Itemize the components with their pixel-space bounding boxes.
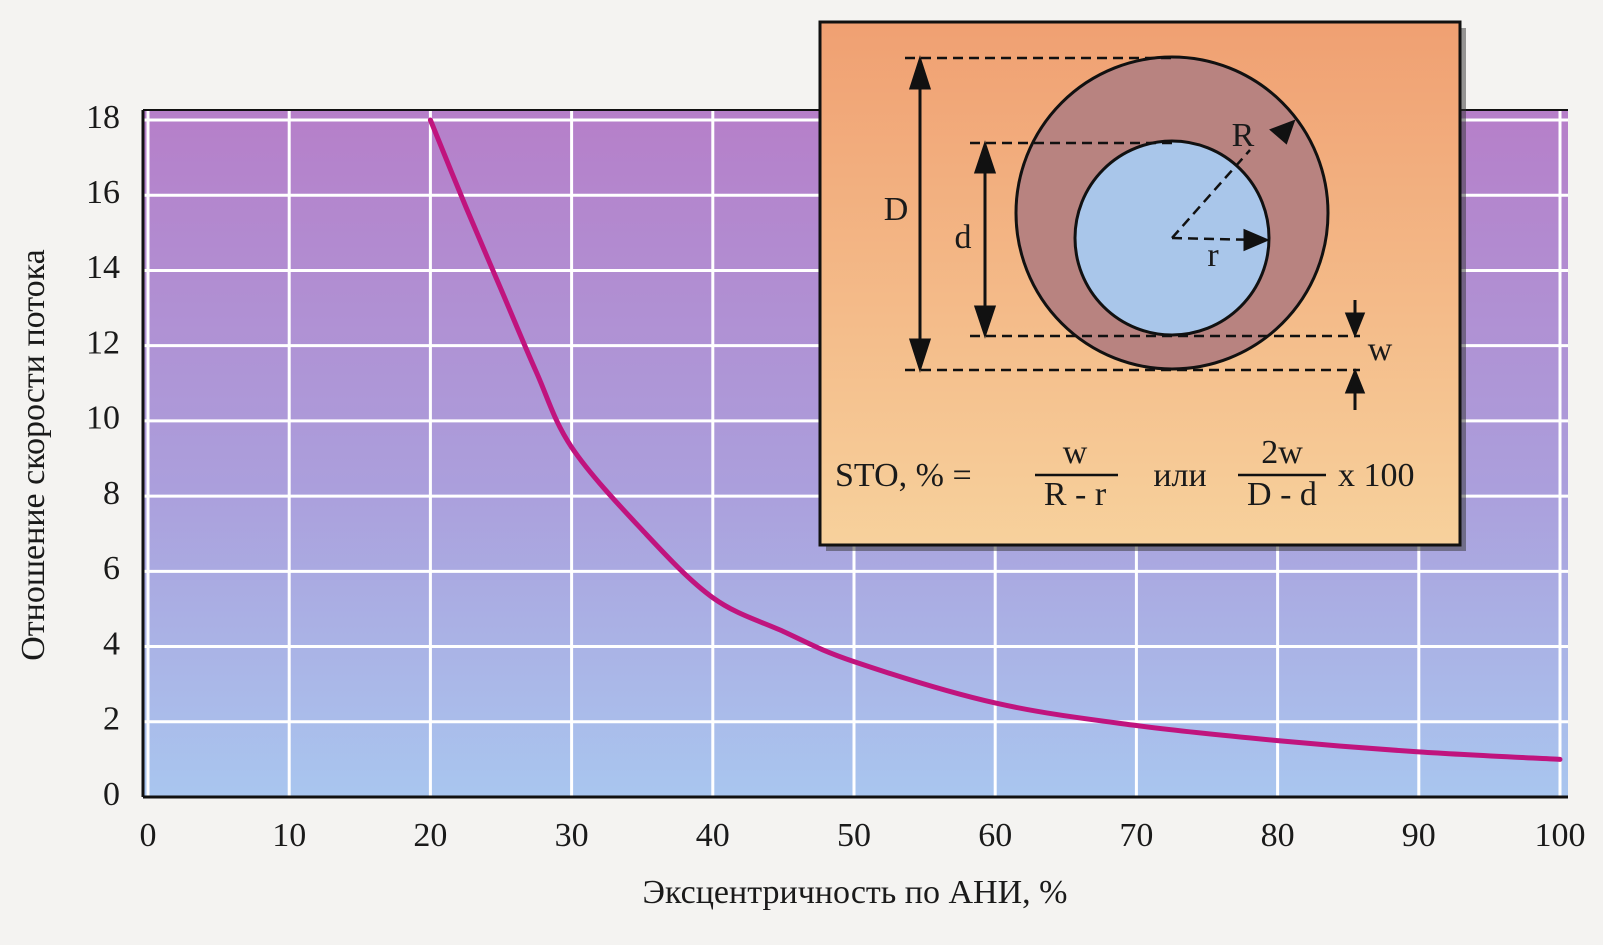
x-axis-label: Эксцентричность по АНИ, % (643, 874, 1068, 911)
label-w: w (1368, 331, 1393, 368)
line (427, 117, 1563, 762)
y-tick-label: 8 (103, 475, 120, 512)
y-axis-label: Отношение скорости потока (15, 249, 52, 661)
label-D: D (884, 191, 909, 228)
formula-den2: D - d (1247, 476, 1317, 513)
formula-num1: w (1063, 434, 1088, 471)
formula-tail: x 100 (1338, 457, 1415, 494)
formula-or: или (1153, 457, 1206, 494)
inset: D d R r w STO, % = w R - r или 2w D - d … (818, 20, 1466, 551)
y-tick-label: 18 (86, 99, 120, 136)
series (427, 117, 1563, 762)
y-tick-label: 16 (86, 174, 120, 211)
y-tick-label: 4 (103, 625, 120, 662)
dashed-lines (905, 56, 1360, 372)
y-tick-label: 2 (103, 701, 120, 738)
formula-lhs: STO, % = (835, 457, 972, 494)
x-tick-label: 80 (1261, 817, 1295, 854)
x-tick-label: 0 (140, 817, 157, 854)
x-tick-label: 90 (1402, 817, 1436, 854)
x-tick-label: 60 (978, 817, 1012, 854)
x-tick-label: 100 (1535, 817, 1586, 854)
x-tick-label: 10 (272, 817, 306, 854)
x-tick-label: 30 (555, 817, 589, 854)
x-tick-label: 20 (413, 817, 447, 854)
x-tick-label: 50 (837, 817, 871, 854)
y-tick-label: 12 (86, 324, 120, 361)
formula-den1: R - r (1044, 476, 1107, 513)
ticks: 0 10 20 30 40 50 60 70 80 90 100 0 2 4 6 8 10 12 14 16 18 (86, 99, 1586, 854)
y-tick-label: 0 (103, 776, 120, 813)
y-tick-label: 10 (86, 400, 120, 437)
x-tick-label: 40 (696, 817, 730, 854)
formula-num2: 2w (1261, 434, 1303, 471)
label-d: d (955, 219, 972, 256)
dimension-arrows (908, 55, 1366, 410)
y-tick-label: 14 (86, 249, 120, 286)
y-tick-label: 6 (103, 550, 120, 587)
x-tick-label: 70 (1119, 817, 1153, 854)
label-r: r (1207, 237, 1219, 274)
label-R: R (1232, 117, 1255, 154)
